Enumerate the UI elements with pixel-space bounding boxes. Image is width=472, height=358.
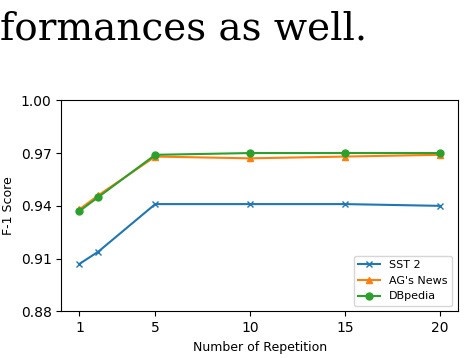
SST 2 <box>76 262 82 266</box>
Legend: SST 2, AG's News, DBpedia: SST 2, AG's News, DBpedia <box>354 256 452 306</box>
AG's News <box>437 153 443 157</box>
DBpedia <box>76 209 82 213</box>
Line: AG's News: AG's News <box>76 151 443 213</box>
DBpedia <box>152 153 158 157</box>
AG's News <box>247 156 253 160</box>
Text: formances as well.: formances as well. <box>0 11 367 48</box>
SST 2 <box>437 204 443 208</box>
SST 2 <box>95 250 101 254</box>
SST 2 <box>152 202 158 206</box>
DBpedia <box>95 195 101 199</box>
AG's News <box>342 154 348 159</box>
Y-axis label: F-1 Score: F-1 Score <box>2 176 15 235</box>
AG's News <box>76 207 82 212</box>
AG's News <box>95 193 101 197</box>
Line: DBpedia: DBpedia <box>76 150 443 214</box>
SST 2 <box>247 202 253 206</box>
DBpedia <box>342 151 348 155</box>
SST 2 <box>342 202 348 206</box>
DBpedia <box>437 151 443 155</box>
AG's News <box>152 154 158 159</box>
X-axis label: Number of Repetition: Number of Repetition <box>193 341 327 354</box>
DBpedia <box>247 151 253 155</box>
Line: SST 2: SST 2 <box>76 200 443 267</box>
